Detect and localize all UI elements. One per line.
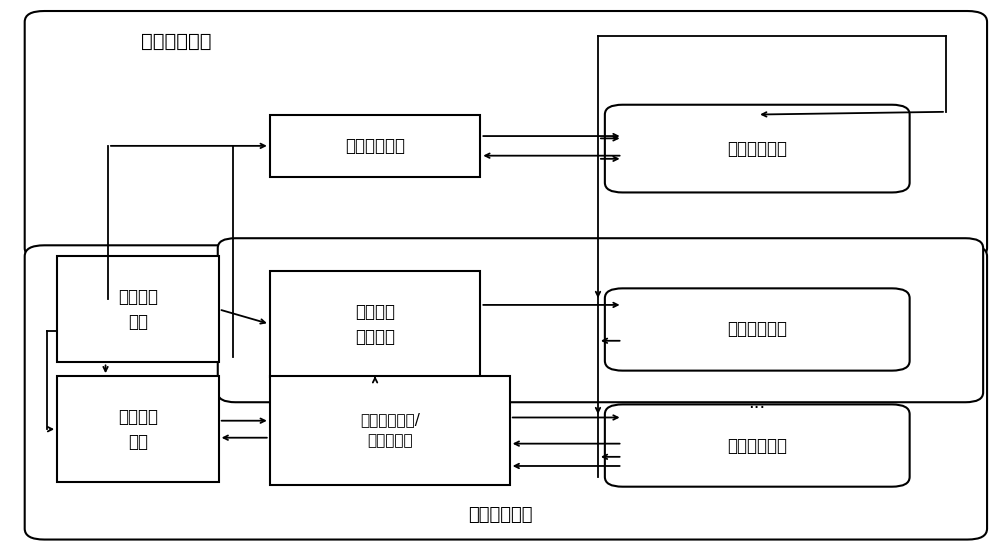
FancyBboxPatch shape [218, 238, 983, 402]
Text: 矢量存取
单元: 矢量存取 单元 [118, 408, 158, 451]
Text: 矢量功能单元: 矢量功能单元 [727, 436, 787, 455]
Text: ···: ··· [749, 399, 766, 416]
FancyBboxPatch shape [605, 404, 910, 486]
FancyBboxPatch shape [25, 245, 987, 539]
FancyBboxPatch shape [605, 289, 910, 371]
Text: 矢量指令
控制单元: 矢量指令 控制单元 [355, 302, 395, 345]
FancyBboxPatch shape [605, 105, 910, 192]
Text: 标量功能单元: 标量功能单元 [727, 140, 787, 157]
Text: 取指译码
单元: 取指译码 单元 [118, 288, 158, 331]
Text: 标量寄存器组: 标量寄存器组 [345, 137, 405, 155]
Text: 矢量功能单元: 矢量功能单元 [727, 320, 787, 339]
Text: 矢量寄存器组/
矢量缓冲器: 矢量寄存器组/ 矢量缓冲器 [360, 413, 420, 449]
Text: 矢量处理部分: 矢量处理部分 [468, 506, 532, 524]
Bar [57, 256, 219, 363]
Bar [57, 376, 219, 483]
Bar [270, 376, 510, 485]
Text: 标量处理部分: 标量处理部分 [141, 32, 212, 51]
FancyBboxPatch shape [25, 11, 987, 259]
Bar [270, 115, 480, 177]
Bar [270, 271, 480, 377]
